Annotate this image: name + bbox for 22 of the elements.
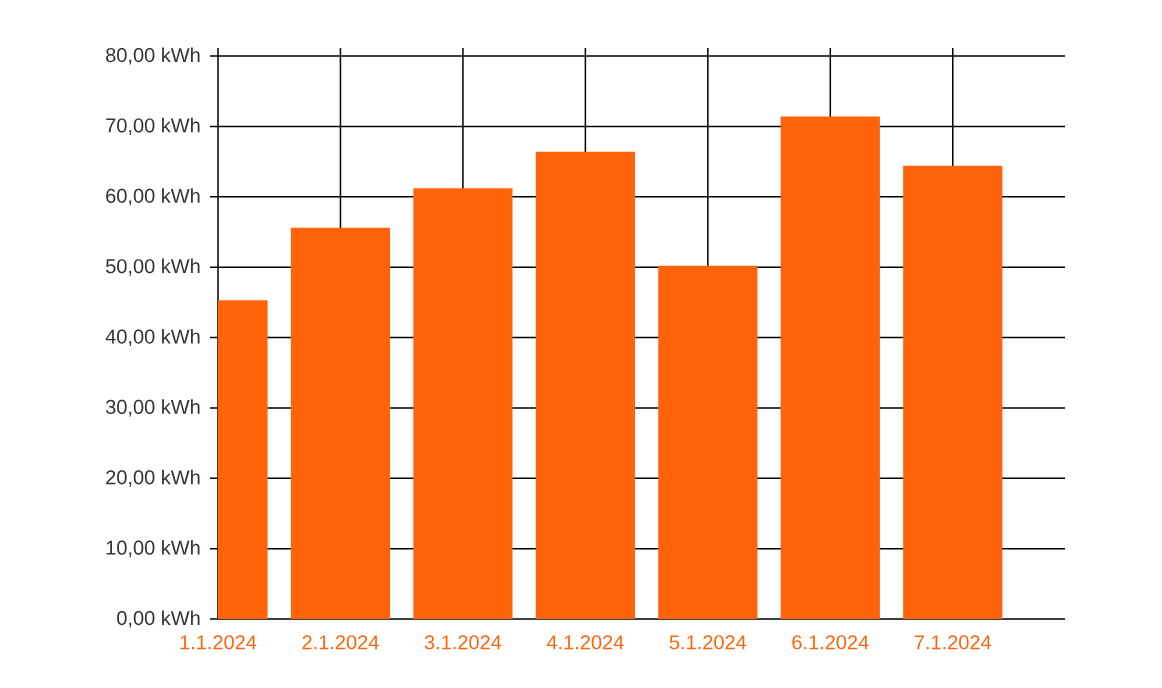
y-tick-label: 40,00 kWh [105, 328, 200, 347]
x-tick-label: 5.1.2024 [669, 635, 747, 650]
y-tick-label: 50,00 kWh [105, 258, 200, 276]
x-tick-label: 2.1.2024 [302, 635, 379, 650]
y-tick-label: 60,00 kWh [106, 188, 200, 206]
y-tick-label: 10,00 kWh [106, 540, 200, 558]
y-tick-label: 70,00 kWh [106, 117, 200, 135]
y-tick-label: 80,00 kWh [106, 47, 200, 65]
y-tick-label: 0,00 kWh [117, 610, 200, 628]
y-tick-label: 30,00 kWh [105, 399, 200, 417]
x-tick-label: 3.1.2024 [424, 635, 502, 650]
x-tick-label: 4.1.2024 [546, 635, 624, 650]
bar [903, 165, 1003, 619]
x-tick-label: 7.1.2024 [914, 635, 992, 650]
bar [780, 116, 880, 619]
x-tick-label: 6.1.2024 [792, 635, 869, 650]
bar [290, 227, 391, 619]
bar [413, 188, 513, 619]
y-tick-label: 20,00 kWh [106, 469, 200, 487]
bar [658, 265, 758, 619]
bar [535, 151, 635, 619]
x-tick-label: 1.1.2024 [180, 635, 257, 650]
